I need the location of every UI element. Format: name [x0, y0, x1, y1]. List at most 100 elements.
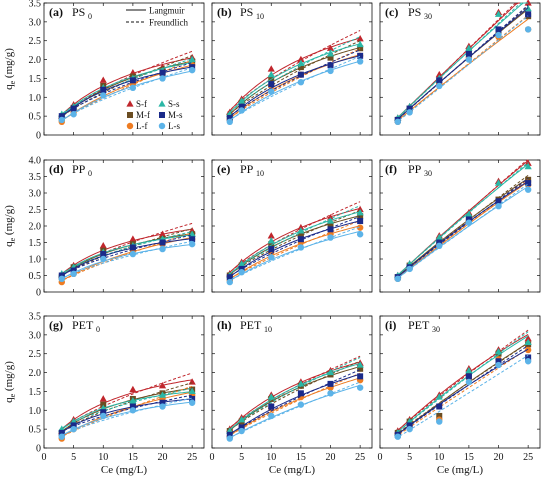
- freundlich-fit-Lf: [227, 372, 361, 438]
- data-point-Ls: [58, 275, 65, 282]
- data-point-Ls: [238, 107, 245, 114]
- langmuir-fit-Ss: [59, 391, 193, 432]
- y-tick-label: 4.0: [29, 156, 42, 167]
- panel-tag: (g): [49, 318, 63, 332]
- y-axis-title-unit: (mg/g): [3, 48, 15, 81]
- freundlich-fit-Ss: [59, 231, 193, 276]
- plot-frame: [43, 2, 205, 136]
- y-tick-label: 2.0: [29, 222, 42, 233]
- y-tick-label: 0: [36, 288, 41, 299]
- data-point-Ss: [297, 59, 305, 66]
- y-tick-label: 1.0: [29, 255, 42, 266]
- langmuir-fit-Ss: [227, 362, 361, 433]
- series-legend-label: S-f: [136, 99, 147, 109]
- langmuir-fit-Sf: [227, 37, 361, 115]
- langmuir-fit-Ms: [227, 55, 361, 120]
- y-tick-label: 2.5: [29, 36, 42, 47]
- data-point-Ls: [268, 254, 275, 261]
- langmuir-fit-Ss: [395, 2, 529, 121]
- series-legend: S-fM-fL-f S-sM-sL-s: [126, 99, 183, 131]
- data-point-Ls: [436, 82, 443, 90]
- freundlich-fit-Ls: [227, 55, 361, 123]
- data-point-Sf: [267, 232, 275, 239]
- langmuir-fit-Ms: [395, 180, 529, 280]
- y-tick-label: 2.0: [29, 55, 42, 66]
- data-point-Ls: [406, 109, 413, 116]
- data-point-Ls: [159, 403, 166, 410]
- langmuir-fit-Ms: [395, 348, 529, 437]
- data-point-Ls: [297, 401, 305, 408]
- data-point-Ls: [238, 427, 245, 435]
- panel-name: PS: [240, 5, 253, 19]
- data-point-Ls: [100, 412, 107, 420]
- data-point-Ls: [406, 425, 413, 433]
- panel-tag: (e): [217, 162, 230, 176]
- fit-legend-label: Freundlich: [149, 18, 188, 28]
- langmuir-fit-Ms: [59, 398, 193, 435]
- y-axis-title: qe (mg/g): [3, 48, 17, 90]
- data-point-Ls: [356, 231, 364, 238]
- data-point-Ls: [327, 390, 334, 397]
- data-point-Ss: [435, 233, 443, 241]
- data-point-Ms: [268, 403, 275, 410]
- panel-subscript: 0: [88, 12, 92, 21]
- data-point-Ms: [58, 272, 65, 279]
- data-point-Ls: [129, 250, 137, 258]
- freundlich-fit-Ls: [395, 354, 529, 440]
- langmuir-fit-Ls: [59, 70, 193, 123]
- chart-panel-e: (e) PP 10: [211, 159, 373, 293]
- langmuir-fit-Ms: [59, 238, 193, 279]
- data-point-Ms: [406, 422, 413, 429]
- freundlich-fit-Lf: [395, 14, 529, 124]
- data-point-Ms: [189, 236, 196, 243]
- freundlich-fit-Ls: [59, 397, 193, 437]
- data-point-Ms: [238, 103, 245, 110]
- freundlich-fit-Ms: [59, 394, 193, 434]
- data-point-Ms: [129, 244, 136, 251]
- data-point-Ms: [297, 390, 304, 397]
- data-point-Ms: [268, 81, 275, 88]
- data-point-Ls: [465, 219, 473, 226]
- data-point-Ms: [525, 180, 532, 187]
- data-point-Ls: [268, 412, 275, 420]
- data-point-Ls: [524, 186, 532, 193]
- freundlich-fit-Lf: [59, 232, 193, 283]
- y-axis-title-main: q: [3, 241, 15, 247]
- panel-name: PP: [408, 162, 422, 176]
- chart-panel-d: 00.51.01.52.02.53.03.54.0(d) PP 0: [29, 156, 205, 299]
- y-tick-label: 0: [36, 131, 41, 142]
- data-point-Ls: [129, 407, 137, 414]
- x-tick-label: 15: [296, 452, 306, 463]
- x-tick-label: 20: [326, 452, 336, 463]
- data-point-Ms: [465, 216, 472, 223]
- data-point-Ms: [327, 62, 334, 69]
- panel-name: PP: [72, 162, 86, 176]
- panel-name: PET: [240, 318, 262, 332]
- plot-frame: [379, 2, 541, 136]
- data-point-Ss: [465, 44, 473, 51]
- chart-panel-f: (f) PP 30: [379, 159, 541, 293]
- freundlich-fit-Ss: [59, 387, 193, 431]
- data-point-Ms: [159, 239, 166, 246]
- data-point-Ls: [436, 418, 443, 425]
- data-point-Ls: [465, 56, 473, 63]
- y-axis-title-unit: (mg/g): [3, 205, 15, 238]
- y-axis-title-main: q: [3, 397, 15, 403]
- data-point-Ss: [524, 162, 532, 170]
- x-tick-label: 25: [523, 452, 533, 463]
- data-point-Ls: [58, 116, 65, 124]
- langmuir-fit-Sf: [59, 57, 193, 118]
- data-point-Ls: [159, 75, 166, 82]
- plot-frame: [211, 315, 373, 449]
- freundlich-fit-Lf: [227, 220, 361, 281]
- x-tick-label: 10: [266, 452, 276, 463]
- x-axis-title: Ce (mg/L): [437, 464, 483, 476]
- chart-panel-c: (c) PS 30: [379, 0, 541, 136]
- chart-panel-b: (b) PS 10: [211, 2, 373, 136]
- y-axis-title: qe (mg/g): [3, 205, 17, 247]
- data-point-Ms: [58, 429, 65, 436]
- data-point-Ms: [70, 267, 77, 274]
- y-tick-label: 1.0: [29, 93, 42, 104]
- panel-name: PP: [240, 162, 254, 176]
- panel-tag: (f): [385, 162, 397, 176]
